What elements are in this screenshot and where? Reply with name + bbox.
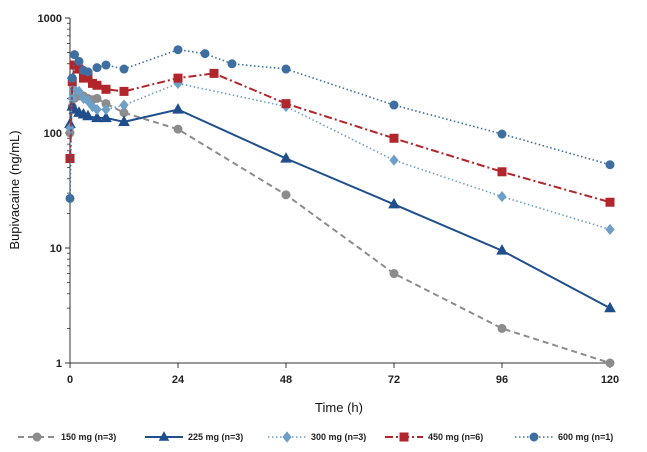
data-point xyxy=(118,115,130,126)
data-point xyxy=(92,103,102,116)
data-point xyxy=(497,323,507,333)
data-point xyxy=(83,67,93,77)
data-point xyxy=(497,129,507,139)
series-3 xyxy=(65,77,615,236)
data-point xyxy=(92,63,102,73)
data-point xyxy=(173,124,183,134)
x-tick-label: 48 xyxy=(280,374,292,386)
x-tick-label: 72 xyxy=(388,374,400,386)
data-point xyxy=(65,193,75,203)
data-point xyxy=(388,197,400,209)
legend-swatch-marker xyxy=(32,432,42,442)
y-tick-label: 10 xyxy=(50,243,62,255)
data-point xyxy=(605,197,615,207)
data-point xyxy=(65,154,75,164)
data-point xyxy=(173,45,183,55)
data-point xyxy=(91,111,103,123)
legend-item: 600 mg (n=1) xyxy=(515,432,613,442)
data-point xyxy=(280,152,292,163)
data-point xyxy=(281,99,291,109)
series-1 xyxy=(65,91,615,368)
x-tick-label: 120 xyxy=(601,374,619,386)
data-point xyxy=(209,68,219,78)
y-tick-label: 1 xyxy=(56,358,62,370)
y-tick-label: 100 xyxy=(44,128,62,140)
data-point xyxy=(74,56,84,66)
data-point xyxy=(389,154,399,166)
series-5 xyxy=(65,45,615,203)
data-point xyxy=(83,95,93,107)
legend-label: 150 mg (n=3) xyxy=(61,432,116,442)
data-point xyxy=(173,73,183,83)
series-layer xyxy=(64,45,616,368)
y-tick-label: 1000 xyxy=(38,13,62,25)
data-point xyxy=(605,223,615,236)
data-point xyxy=(281,64,291,74)
legend-item: 150 mg (n=3) xyxy=(18,432,116,442)
data-point xyxy=(70,50,79,60)
x-tick-label: 96 xyxy=(496,374,508,386)
data-point xyxy=(101,60,111,70)
legend-label: 450 mg (n=6) xyxy=(428,432,483,442)
data-point xyxy=(281,190,291,200)
data-point xyxy=(119,86,129,96)
legend-swatch-marker xyxy=(399,432,409,442)
x-tick-label: 0 xyxy=(67,374,73,386)
data-point xyxy=(101,84,111,94)
legend-label: 600 mg (n=1) xyxy=(558,432,613,442)
data-point xyxy=(604,301,616,313)
data-point xyxy=(100,111,112,123)
data-point xyxy=(101,103,111,116)
y-axis-title: Bupivacaine (ng/mL) xyxy=(7,130,22,249)
legend-swatch-marker xyxy=(529,432,539,442)
axes: 1 10 100 1000 0 24 48 72 96 120 xyxy=(38,13,620,386)
data-point xyxy=(119,99,129,111)
data-point xyxy=(119,64,129,74)
x-tick-label: 24 xyxy=(172,374,185,386)
series-2 xyxy=(64,100,616,313)
series-line xyxy=(69,94,611,364)
legend-label: 300 mg (n=3) xyxy=(311,432,366,442)
legend-swatch-marker xyxy=(158,431,170,441)
legend-item: 225 mg (n=3) xyxy=(145,431,243,442)
data-point xyxy=(92,93,102,103)
data-point xyxy=(389,100,399,110)
data-point xyxy=(389,269,399,279)
series-4 xyxy=(65,60,615,207)
x-axis-title: Time (h) xyxy=(315,400,363,415)
data-point xyxy=(67,73,77,83)
data-point xyxy=(605,358,615,368)
data-point xyxy=(200,49,210,59)
data-point xyxy=(82,109,94,121)
series-line xyxy=(69,82,611,231)
legend-item: 450 mg (n=6) xyxy=(385,432,483,442)
data-point xyxy=(74,85,84,97)
data-point xyxy=(496,244,508,255)
data-point xyxy=(172,103,184,114)
legend-item: 300 mg (n=3) xyxy=(268,431,366,443)
legend: 150 mg (n=3) 225 mg (n=3) 300 mg (n=3) 450 … xyxy=(18,431,613,443)
data-point xyxy=(497,167,507,177)
data-point xyxy=(389,133,399,143)
series-line xyxy=(69,103,611,309)
data-point xyxy=(227,59,237,69)
data-point xyxy=(497,190,507,203)
series-line xyxy=(69,48,611,199)
data-point xyxy=(605,160,615,170)
legend-label: 225 mg (n=3) xyxy=(188,432,243,442)
legend-swatch-marker xyxy=(282,431,292,443)
data-point xyxy=(92,80,102,90)
